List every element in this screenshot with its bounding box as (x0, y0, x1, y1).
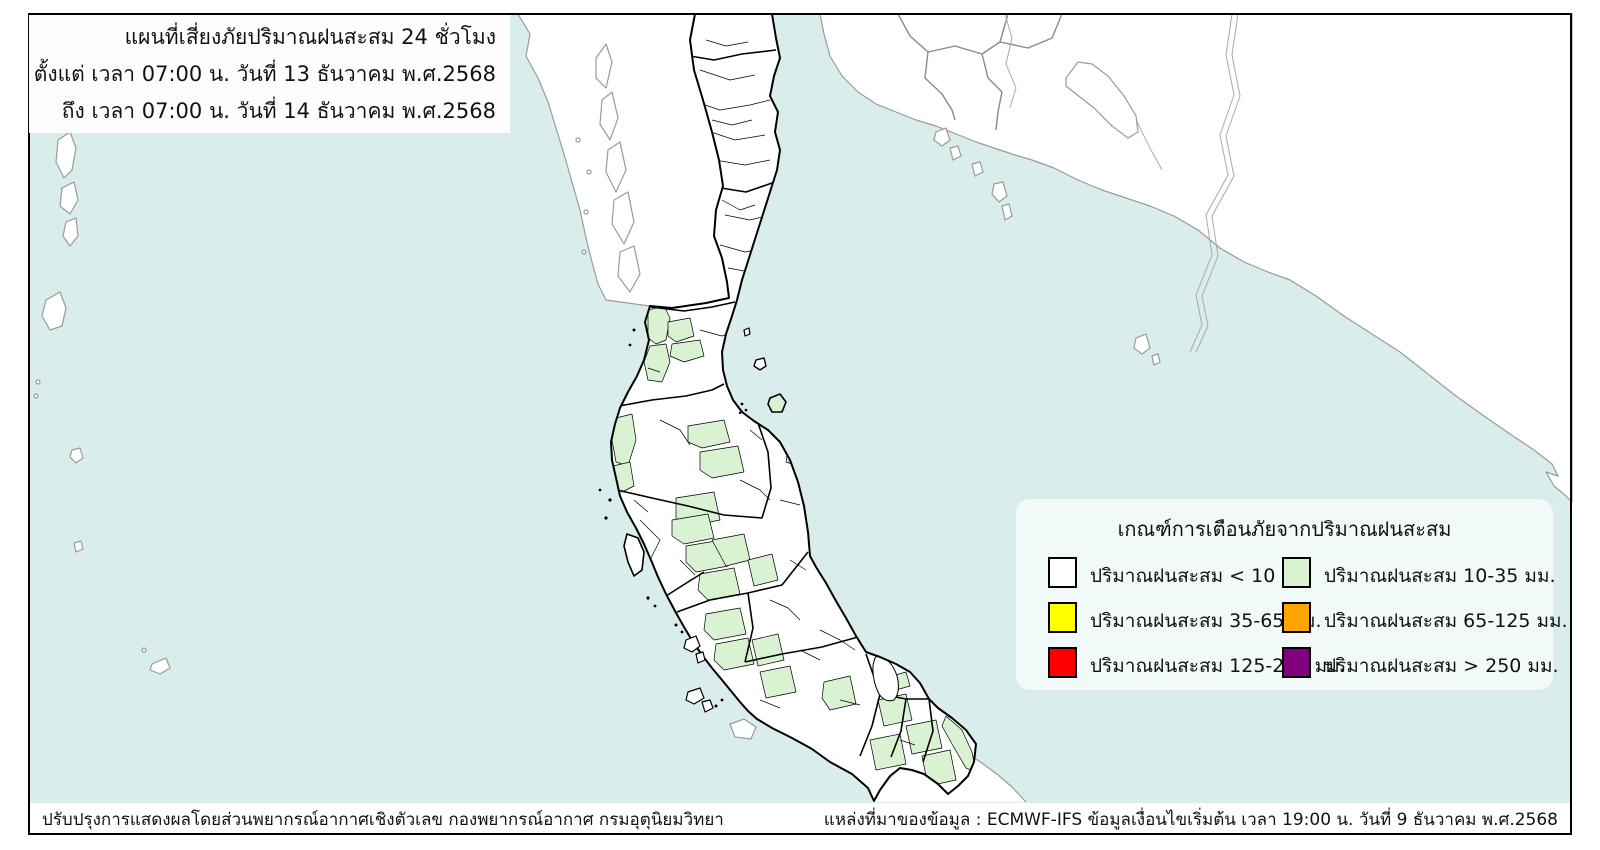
legend-label-lt10: ปริมาณฝนสะสม < 10 มม. (1090, 565, 1313, 587)
legend-label-65-125: ปริมาณฝนสะสม 65-125 มม. (1324, 610, 1568, 632)
legend-swatch-35-65 (1048, 602, 1077, 633)
legend-swatch-lt10 (1048, 557, 1077, 588)
footer-strip (29, 803, 1571, 834)
legend-swatch-65-125 (1282, 602, 1311, 633)
legend-panel: เกณฑ์การเตือนภัยจากปริมาณฝนสะสม ปริมาณฝน… (1016, 499, 1568, 690)
thai-islands (598, 327, 787, 713)
myanmar-landmass (517, 13, 730, 309)
legend-label-gt250: ปริมาณฝนสะสม > 250 มม. (1324, 655, 1559, 677)
legend-swatch-125-250 (1048, 647, 1077, 678)
footer-data-source: แหล่งที่มาของข้อมูล : ECMWF-IFS ข้อมูลเง… (823, 810, 1558, 830)
legend-item-gt250: ปริมาณฝนสะสม > 250 มม. (1282, 647, 1559, 681)
thailand-landmass (610, 13, 977, 802)
legend-item-lt10: ปริมาณฝนสะสม < 10 มม. (1048, 557, 1312, 591)
legend-item-35-65: ปริมาณฝนสะสม 35-65 มม. (1048, 602, 1322, 636)
andaman-islands (33, 131, 171, 675)
legend-label-35-65: ปริมาณฝนสะสม 35-65 มม. (1090, 610, 1322, 632)
legend-item-10-35: ปริมาณฝนสะสม 10-35 มม. (1282, 557, 1556, 591)
east-landmass (819, 13, 1573, 503)
legend-item-65-125: ปริมาณฝนสะสม 65-125 มม. (1282, 602, 1568, 636)
legend-swatch-gt250 (1282, 647, 1311, 678)
title-line-2: ตั้งแต่ เวลา 07:00 น. วันที่ 13 ธันวาคม … (33, 61, 496, 86)
legend-swatch-10-35 (1282, 557, 1311, 588)
title-line-1: แผนที่เสี่ยงภัยปริมาณฝนสะสม 24 ชั่วโมง (124, 24, 496, 49)
legend-label-125-250: ปริมาณฝนสะสม 125-250 มม. (1090, 655, 1346, 677)
legend-label-10-35: ปริมาณฝนสะสม 10-35 มม. (1324, 565, 1556, 587)
title-line-3: ถึง เวลา 07:00 น. วันที่ 14 ธันวาคม พ.ศ.… (61, 98, 496, 123)
title-box: แผนที่เสี่ยงภัยปริมาณฝนสะสม 24 ชั่วโมง ต… (29, 15, 510, 133)
footer-credit: ปรับปรุงการแสดงผลโดยส่วนพยากรณ์อากาศเชิง… (42, 810, 724, 830)
legend-title: เกณฑ์การเตือนภัยจากปริมาณฝนสะสม (1117, 517, 1452, 541)
legend-item-125-250: ปริมาณฝนสะสม 125-250 มม. (1048, 647, 1346, 681)
songkhla-lake (872, 653, 899, 702)
map-frame-border (28, 13, 1572, 835)
